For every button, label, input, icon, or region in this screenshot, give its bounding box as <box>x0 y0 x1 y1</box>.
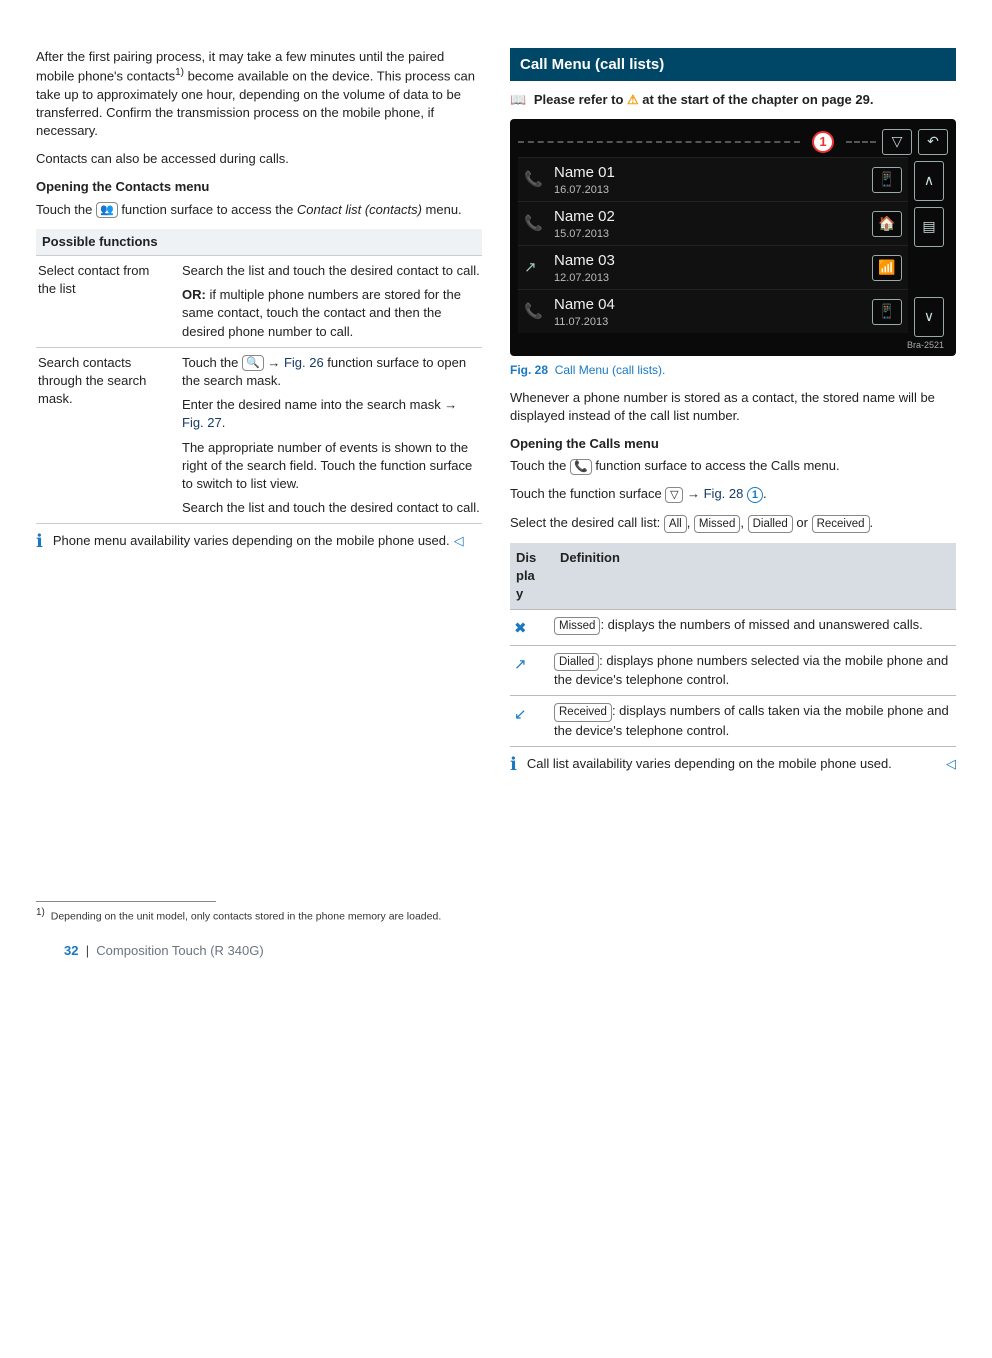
para-open-calls: Touch the 📞 function surface to access t… <box>510 457 956 475</box>
call-list-row[interactable]: 📞 Name 01 16.07.2013 📱 <box>518 157 908 201</box>
func-desc: Touch the 🔍 → Fig. 26 func­tion surface … <box>182 354 480 390</box>
call-name: Name 03 <box>554 250 872 271</box>
info-icon: ℹ︎ <box>36 532 43 550</box>
info-note-call-list: ℹ︎ Call list availability varies dependi… <box>510 755 956 773</box>
subhead-opening-contacts: Opening the Contacts menu <box>36 178 482 196</box>
chip: Dialled <box>554 653 599 671</box>
call-date: 15.07.2013 <box>554 227 872 242</box>
call-type-icon: 📞 <box>524 213 554 234</box>
func-desc: The appropriate number of events is show… <box>182 439 480 494</box>
call-type-icon: 📞 <box>524 301 554 322</box>
phone-scroll-up-button[interactable]: ∧ <box>914 161 944 201</box>
dropdown-icon: ▽ <box>665 487 683 503</box>
contacts-icon: 👥 <box>96 202 118 218</box>
display-row-missed: ✖ Missed: displays the numbers of missed… <box>510 610 956 646</box>
call-date: 11.07.2013 <box>554 315 872 330</box>
phone-dropdown-button[interactable]: ▽ <box>882 129 912 155</box>
chip-dialled: Dialled <box>748 515 793 533</box>
para-select-list: Select the desired call list: All, Misse… <box>510 514 956 533</box>
ref-line: 📖 Please refer to ⚠ at the start of the … <box>510 91 956 109</box>
calls-icon: 📞 <box>570 459 592 475</box>
phone-figure: 1 ▽ ↶ 📞 Name 01 16.07.2013 📱 <box>510 119 956 356</box>
possible-functions-header: Possible functions <box>36 229 482 256</box>
end-triangle-icon: ◁ <box>454 533 464 548</box>
call-name: Name 04 <box>554 294 872 315</box>
display-table-header: Dis pla y Definition <box>510 543 956 611</box>
call-source-icon: 📱 <box>872 299 902 325</box>
call-type-icon: 📞 <box>524 169 554 190</box>
func-label: Select contact from the list <box>38 262 170 341</box>
call-list-row[interactable]: ↗ Name 03 12.07.2013 📶 <box>518 245 908 289</box>
func-label: Search contacts through the search mask. <box>38 354 170 518</box>
func-row-select: Select contact from the list Search the … <box>36 256 482 348</box>
footnote: 1) Depending on the unit model, only con… <box>36 906 956 924</box>
display-row-dialled: ↗ Dialled: displays phone numbers select… <box>510 646 956 696</box>
func-desc: Enter the desired name into the search m… <box>182 396 480 432</box>
call-list-row[interactable]: 📞 Name 02 15.07.2013 🏠 <box>518 201 908 245</box>
page-footer: 32 | Composition Touch (R 340G) <box>36 942 956 960</box>
call-date: 12.07.2013 <box>554 271 872 286</box>
chip-received: Received <box>812 515 870 533</box>
call-source-icon: 🏠 <box>872 211 902 237</box>
subhead-opening-calls: Opening the Calls menu <box>510 435 956 453</box>
received-icon: ↙ <box>514 702 546 739</box>
func-desc: Search the list and touch the desired co… <box>182 499 480 517</box>
para-touch-dropdown: Touch the function surface ▽ → Fig. 28 1… <box>510 485 956 503</box>
book-icon: 📖 <box>510 91 526 109</box>
display-row-received: ↙ Received: displays numbers of calls ta… <box>510 696 956 746</box>
call-source-icon: 📱 <box>872 167 902 193</box>
missed-icon: ✖ <box>514 616 546 639</box>
call-date: 16.07.2013 <box>554 183 872 198</box>
figure-caption: Fig. 28 Call Menu (call lists). <box>510 362 956 379</box>
section-header-call-menu: Call Menu (call lists) <box>510 48 956 81</box>
func-desc-or: OR: if multiple phone num­bers are store… <box>182 286 480 341</box>
phone-scroll-down-button[interactable]: ∨ <box>914 297 944 337</box>
para-stored-name: Whenever a phone number is stored as a c… <box>510 389 956 425</box>
chip: Received <box>554 703 612 721</box>
end-triangle-icon: ◁ <box>946 755 956 773</box>
chip-all: All <box>664 515 687 533</box>
search-icon: 🔍 <box>242 355 264 371</box>
call-source-icon: 📶 <box>872 255 902 281</box>
chip: Missed <box>554 617 600 635</box>
dialled-icon: ↗ <box>514 652 546 689</box>
func-row-search: Search contacts through the search mask.… <box>36 348 482 525</box>
call-name: Name 01 <box>554 162 872 183</box>
figure-badge: 1 <box>812 131 834 153</box>
call-list-row[interactable]: 📞 Name 04 11.07.2013 📱 <box>518 289 908 333</box>
phone-back-button[interactable]: ↶ <box>918 129 948 155</box>
call-name: Name 02 <box>554 206 872 227</box>
chip-missed: Missed <box>694 515 740 533</box>
para-open-contacts: Touch the 👥 function surface to access t… <box>36 201 482 219</box>
figure-code: Bra-2521 <box>518 339 948 352</box>
para-pairing: After the first pairing process, it may … <box>36 48 482 140</box>
phone-scroll-indicator[interactable]: ▤ <box>914 207 944 247</box>
info-note-phone-menu: ℹ︎ Phone menu availability varies depend… <box>36 532 482 550</box>
marker-1: 1 <box>747 487 763 503</box>
func-desc: Search the list and touch the desired co… <box>182 262 480 280</box>
call-type-icon: ↗ <box>524 257 554 278</box>
footnote-divider <box>36 901 216 902</box>
warning-icon: ⚠ <box>627 92 639 107</box>
para-contacts-during-calls: Contacts can also be accessed during cal… <box>36 150 482 168</box>
info-icon: ℹ︎ <box>510 755 517 773</box>
